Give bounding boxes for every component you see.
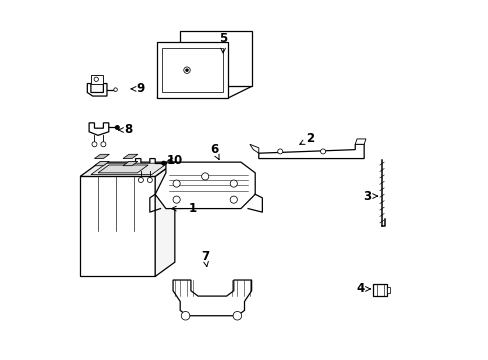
Circle shape [230, 196, 237, 203]
Polygon shape [94, 161, 109, 166]
Polygon shape [123, 154, 138, 158]
Circle shape [138, 177, 143, 183]
Circle shape [181, 311, 189, 320]
Circle shape [233, 311, 241, 320]
Bar [80, 176, 155, 276]
Polygon shape [258, 144, 364, 158]
Polygon shape [157, 86, 251, 98]
Bar [91, 75, 103, 84]
Text: 2: 2 [299, 132, 314, 145]
Text: 8: 8 [118, 123, 132, 136]
Text: 1: 1 [171, 202, 196, 215]
Polygon shape [89, 123, 108, 135]
Circle shape [173, 180, 180, 187]
Polygon shape [123, 161, 138, 166]
Polygon shape [91, 163, 167, 175]
Text: 9: 9 [131, 82, 145, 95]
Text: 7: 7 [201, 250, 209, 266]
Circle shape [162, 161, 165, 165]
Polygon shape [155, 162, 255, 208]
Polygon shape [98, 165, 148, 173]
Bar [386, 287, 389, 293]
Polygon shape [249, 144, 258, 153]
Circle shape [147, 177, 152, 183]
Polygon shape [162, 48, 223, 93]
Polygon shape [80, 162, 175, 176]
Text: 3: 3 [363, 190, 377, 203]
Circle shape [94, 77, 98, 81]
Polygon shape [87, 84, 107, 96]
Polygon shape [354, 139, 365, 144]
Polygon shape [135, 158, 155, 171]
Polygon shape [157, 42, 228, 98]
Polygon shape [94, 154, 109, 158]
Circle shape [230, 180, 237, 187]
Polygon shape [180, 31, 251, 86]
Text: 4: 4 [356, 283, 370, 296]
Circle shape [114, 88, 117, 91]
Text: 5: 5 [219, 32, 227, 53]
Circle shape [320, 149, 325, 154]
Circle shape [183, 67, 190, 73]
Text: 10: 10 [166, 154, 183, 167]
Circle shape [92, 142, 97, 147]
Circle shape [277, 149, 282, 154]
Circle shape [101, 142, 106, 147]
Text: 6: 6 [209, 143, 219, 159]
Circle shape [201, 173, 208, 180]
Circle shape [185, 69, 188, 71]
Circle shape [173, 196, 180, 203]
Polygon shape [173, 280, 251, 316]
Circle shape [115, 126, 119, 129]
Polygon shape [155, 162, 175, 276]
Polygon shape [372, 284, 386, 296]
